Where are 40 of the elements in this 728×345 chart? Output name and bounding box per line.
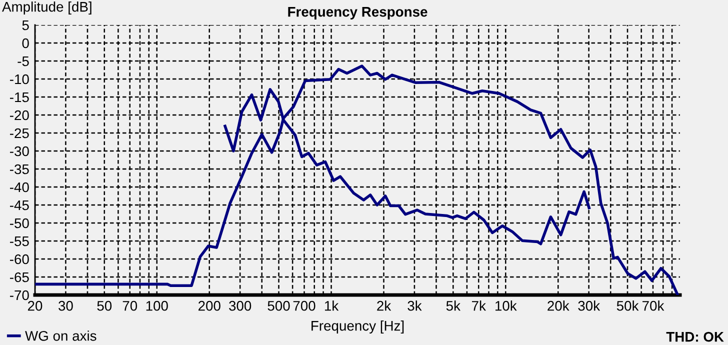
x-tick-label: 500 (268, 300, 290, 311)
y-tick-label: -5 (18, 56, 29, 66)
y-tick-label: -50 (10, 218, 29, 228)
x-tick-label: 200 (198, 300, 220, 311)
x-tick-label: 50 (97, 300, 112, 311)
x-tick-label: 5k (446, 300, 460, 311)
y-tick-label: -60 (10, 254, 29, 264)
x-tick-label: 2k (377, 300, 392, 311)
x-tick-label: 30k (578, 300, 600, 311)
y-tick-label: -15 (10, 92, 29, 102)
x-tick-label: 100 (146, 300, 168, 311)
y-tick-label: -35 (10, 164, 29, 174)
x-tick-label: 700 (293, 300, 316, 311)
x-tick-label: 7k (472, 300, 486, 311)
y-tick-label: -40 (10, 182, 29, 192)
x-tick-label: 50k (616, 300, 639, 311)
y-tick-label: -10 (10, 74, 29, 84)
x-tick-label: 1k (324, 300, 339, 311)
y-axis-title: Amplitude [dB] (2, 2, 92, 14)
y-tick-label: 0 (22, 38, 29, 48)
x-tick-label: 70 (122, 300, 138, 311)
y-tick-label: -20 (10, 110, 29, 120)
y-tick-label: -45 (10, 200, 29, 210)
x-tick-label: 30 (58, 300, 73, 311)
y-tick-label: -65 (10, 272, 29, 282)
x-tick-label: 70k (642, 300, 664, 311)
chart-title: Frequency Response (288, 7, 428, 20)
x-tick-label: 10k (495, 300, 517, 311)
x-axis-title: Frequency [Hz] (312, 320, 404, 334)
x-tick-label: 20 (28, 300, 42, 311)
legend-label: WG on axis (25, 330, 96, 341)
x-tick-label: 300 (229, 300, 252, 311)
y-tick-label: -55 (10, 236, 29, 246)
y-tick-label: -70 (10, 290, 29, 300)
y-tick-label: -30 (10, 146, 29, 156)
x-tick-label: 3k (408, 300, 422, 311)
x-tick-label: 20k (548, 300, 570, 311)
y-tick-label: -25 (10, 128, 29, 138)
y-tick-label: 5 (22, 20, 29, 30)
text: THD: OK (666, 332, 724, 342)
